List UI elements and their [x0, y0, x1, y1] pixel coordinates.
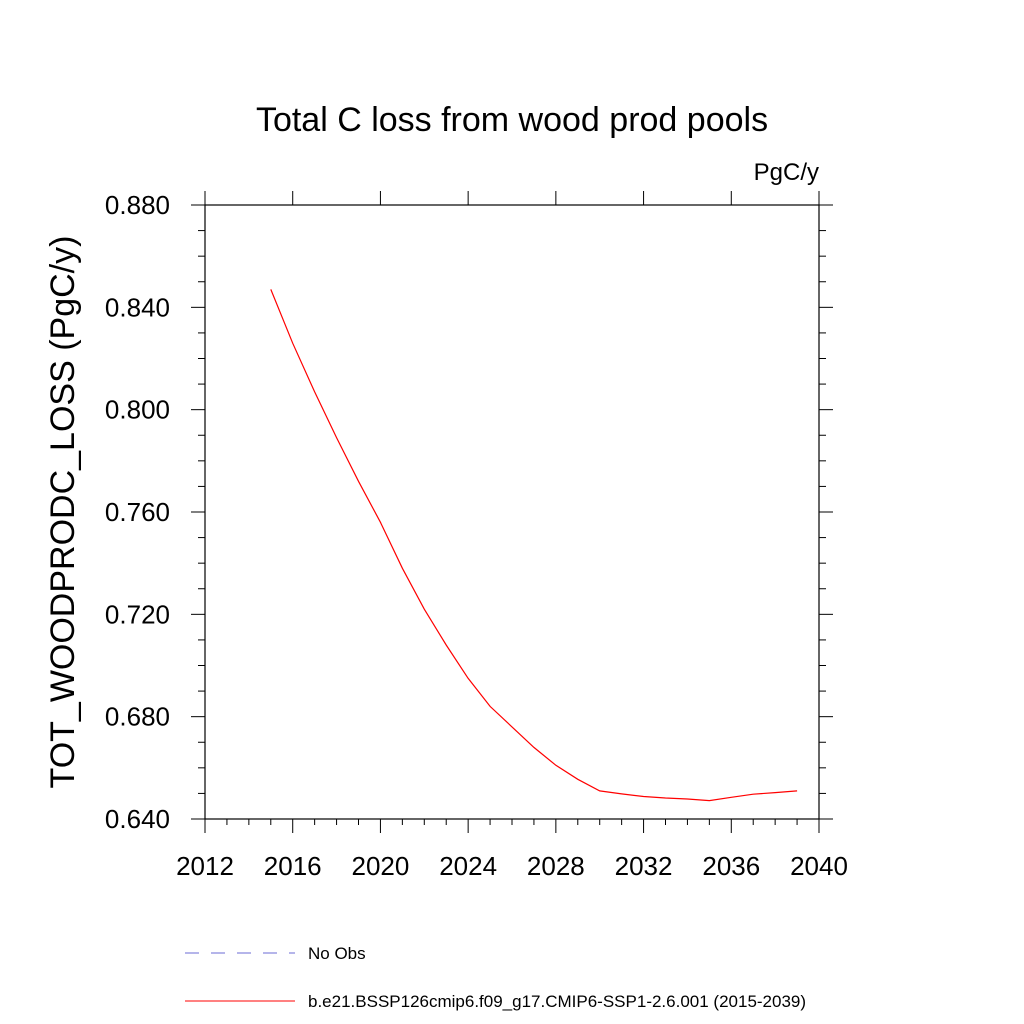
chart-title: Total C loss from wood prod pools	[256, 101, 768, 139]
x-tick-label: 2024	[439, 851, 497, 881]
x-tick-label: 2040	[790, 851, 848, 881]
x-tick-label: 2020	[352, 851, 410, 881]
series-line-1	[270, 289, 798, 802]
y-tick-label: 0.760	[105, 497, 170, 527]
series-lines	[270, 289, 798, 802]
units-label: PgC/y	[754, 159, 819, 186]
legend: No Obs b.e21.BSSP126cmip6.f09_g17.CMIP6-…	[185, 944, 806, 1011]
x-tick-label: 2032	[615, 851, 673, 881]
legend-label-no-obs: No Obs	[308, 944, 366, 963]
x-tick-label: 2028	[527, 851, 585, 881]
y-axis-label: TOT_WOODPRODC_LOSS (PgC/y)	[44, 236, 82, 789]
x-tick-label: 2016	[264, 851, 322, 881]
y-tick-label: 0.840	[105, 292, 170, 322]
y-tick-label: 0.880	[105, 190, 170, 220]
y-tick-label: 0.720	[105, 599, 170, 629]
y-tick-label: 0.640	[105, 804, 170, 834]
axis-ticks: 2012 2016 2020 2024 2028 2032 2036 2040 0.640 0.6…	[105, 190, 848, 881]
y-tick-label: 0.800	[105, 395, 170, 425]
x-tick-label: 2036	[702, 851, 760, 881]
legend-label-model: b.e21.BSSP126cmip6.f09_g17.CMIP6-SSP1-2.…	[308, 992, 806, 1011]
x-tick-label: 2012	[176, 851, 234, 881]
y-tick-label: 0.680	[105, 702, 170, 732]
